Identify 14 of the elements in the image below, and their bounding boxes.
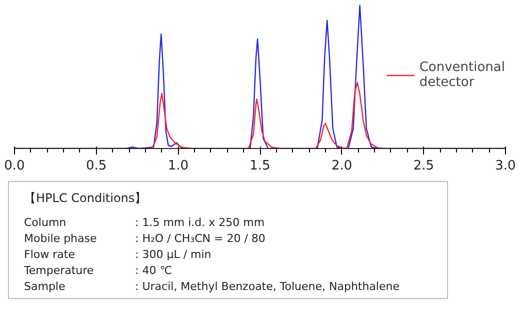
legend-label: Conventional detector xyxy=(419,60,505,90)
x-tick-label: 1.0 xyxy=(168,158,189,174)
text: 【HPLC Conditions】 xyxy=(24,190,148,207)
x-tick-label: 2.0 xyxy=(331,158,352,174)
text: Temperature : 40 ℃ xyxy=(24,264,172,278)
x-tick-label: 0.0 xyxy=(4,158,25,174)
text: Sample : Uracil, Methyl Benzoate, Toluene, Naphthalene xyxy=(24,280,400,294)
text: Column : 1.5 mm i.d. x 250 mm xyxy=(24,216,265,230)
x-tick-label: 0.5 xyxy=(86,158,107,174)
x-tick-label: 1.5 xyxy=(250,158,270,174)
text: Mobile phase : H₂O / CH₃CN = 20 / 80 xyxy=(24,232,266,246)
x-tick-label: 3.0 xyxy=(495,158,516,174)
x-tick-label: 2.5 xyxy=(413,158,434,174)
text: Flow rate : 300 μL / min xyxy=(24,248,212,262)
